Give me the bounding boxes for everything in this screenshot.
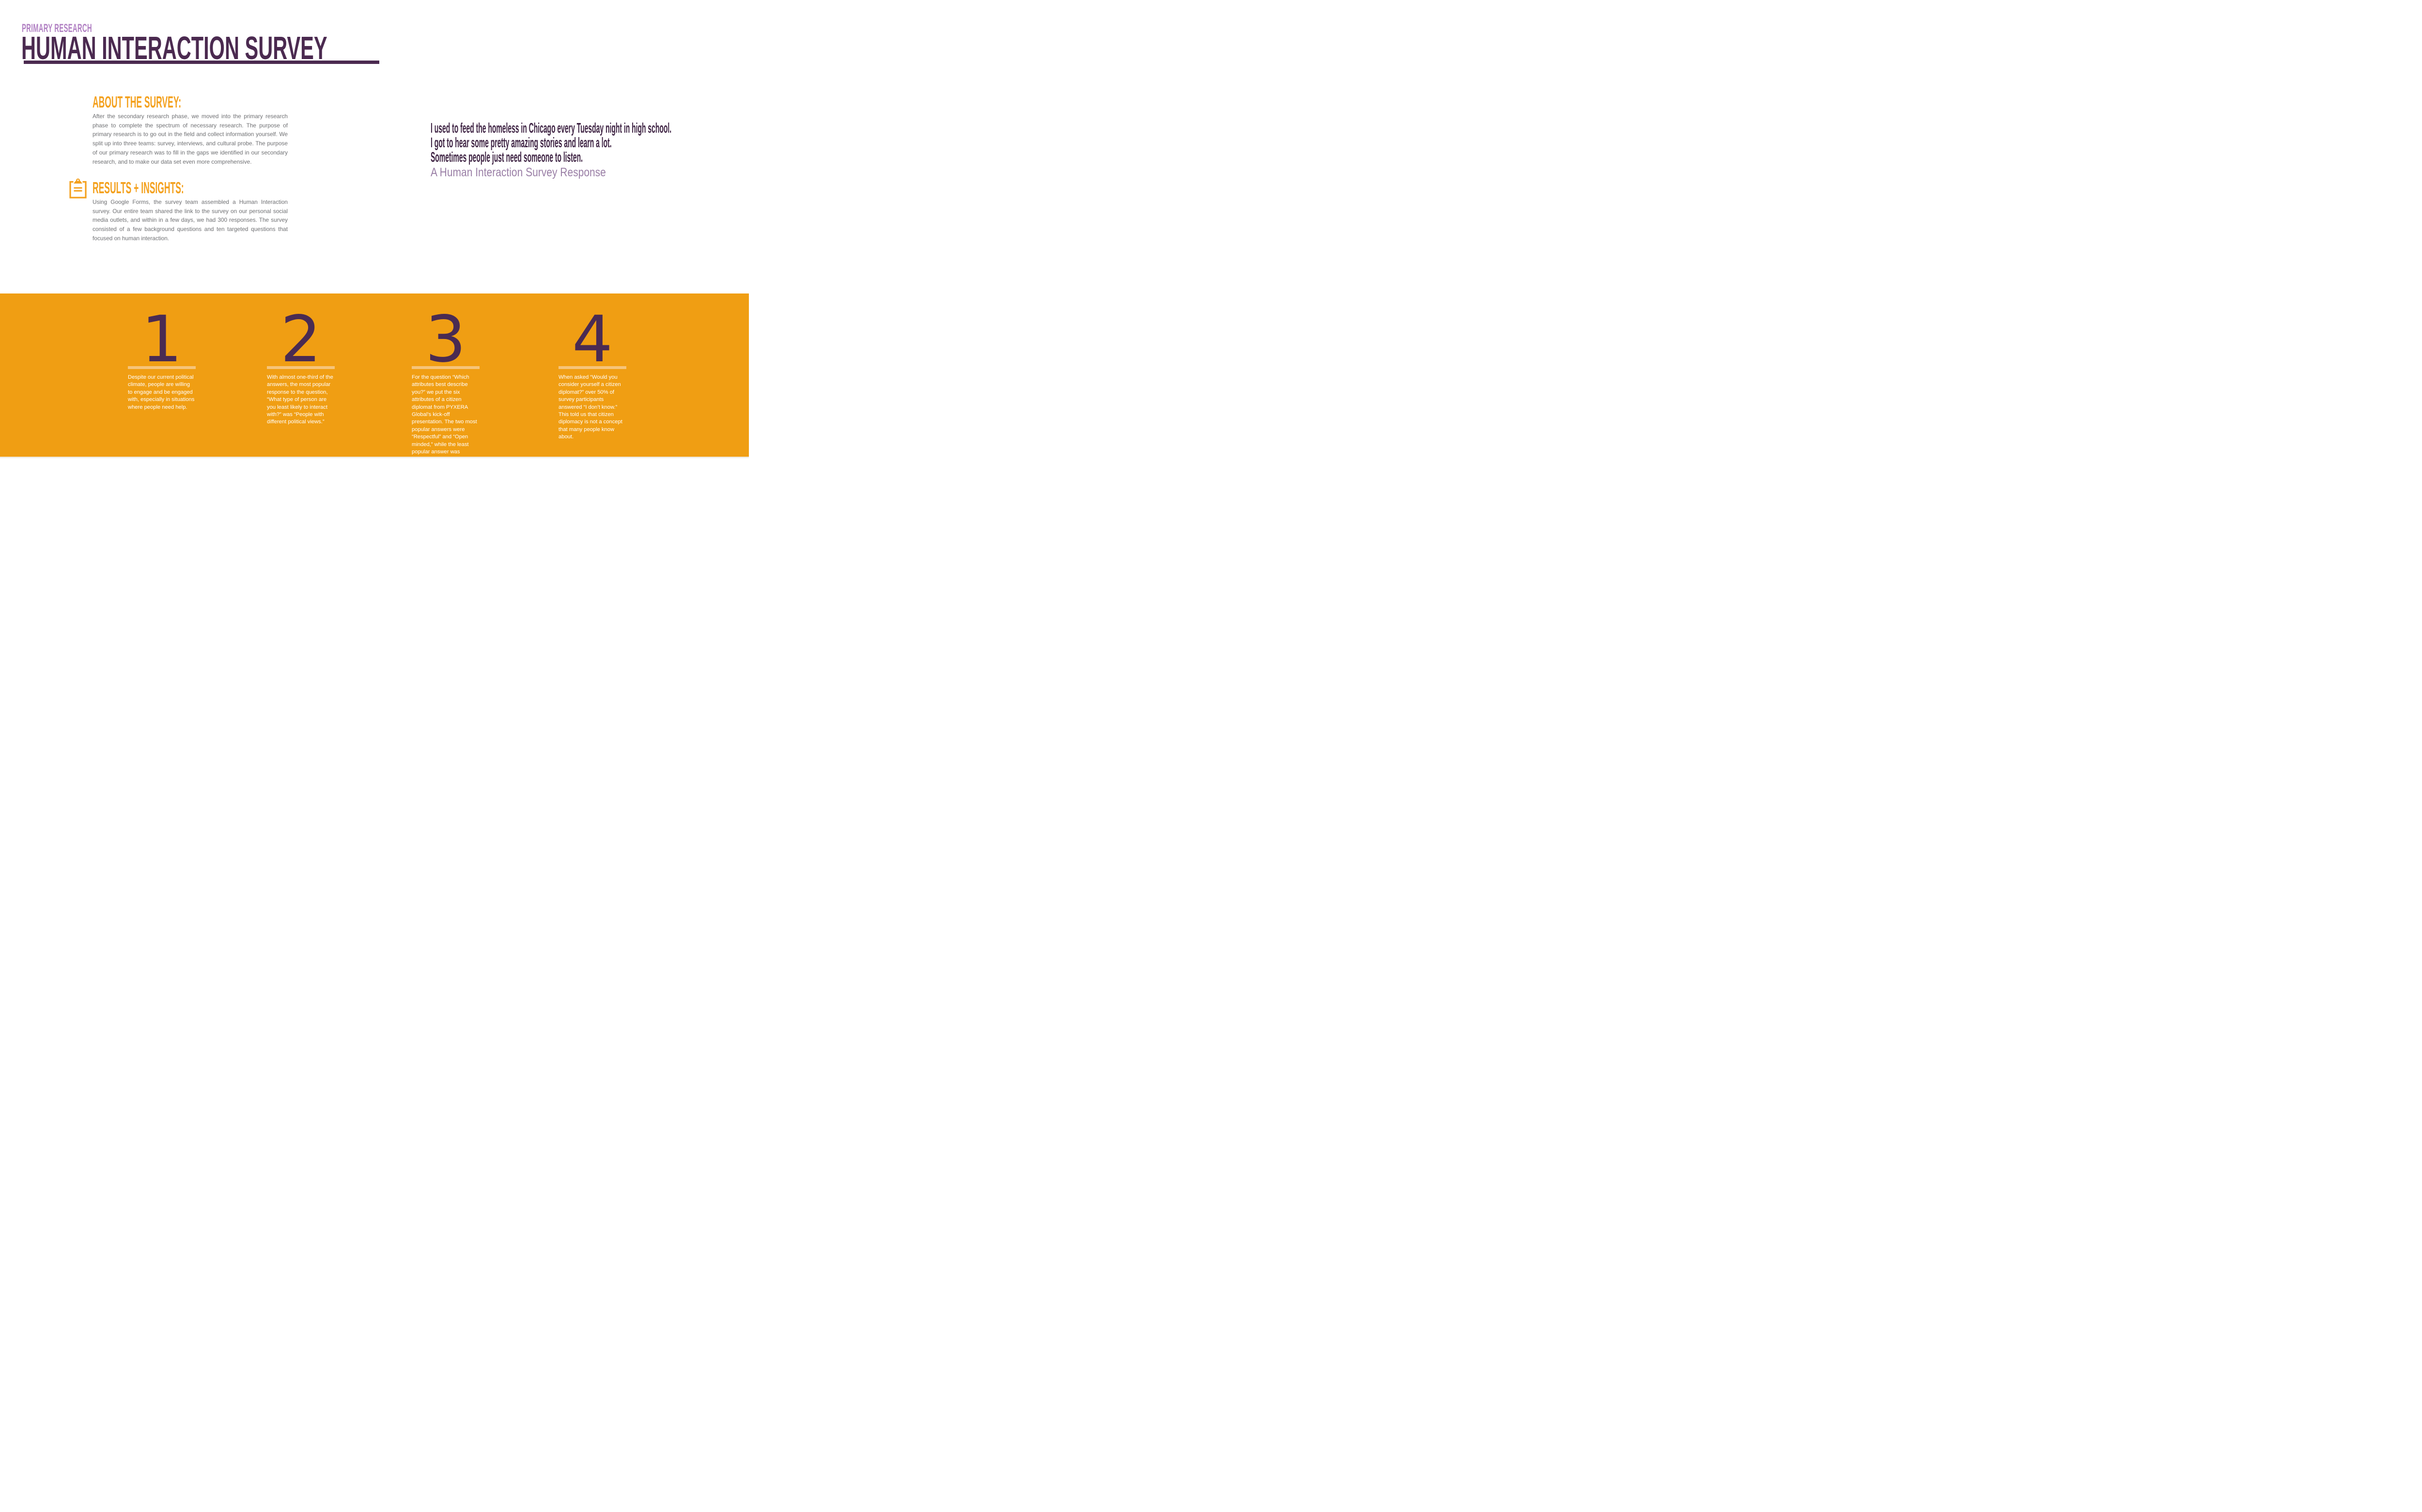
insight-column-3: 3 For the question “Which attributes bes… [412, 293, 480, 458]
insight-divider [128, 366, 196, 369]
eyebrow-label: PRIMARY RESEARCH [22, 22, 92, 35]
insight-text: When asked “Would you consider yourself … [559, 374, 622, 440]
quote-attribution: A Human Interaction Survey Response [431, 166, 606, 179]
about-body: After the secondary research phase, we m… [93, 113, 288, 165]
page-title: HUMAN INTERACTION SURVEY [21, 30, 327, 66]
insight-column-2: 2 With almost one-third of the answers, … [267, 293, 335, 457]
insights-band: 1 Despite our current political climate,… [0, 293, 749, 458]
about-heading: ABOUT THE SURVEY: [93, 93, 182, 111]
insight-text: For the question “Which attributes best … [412, 374, 477, 458]
title-underline [24, 61, 379, 64]
results-heading: RESULTS + INSIGHTS: [93, 179, 184, 197]
insight-column-4: 4 When asked “Would you consider yoursel… [559, 293, 626, 457]
insight-divider [267, 366, 335, 369]
insight-number: 1 [141, 302, 182, 377]
insight-number: 3 [425, 302, 466, 377]
insight-divider [412, 366, 480, 369]
quote-line: I used to feed the homeless in Chicago e… [431, 121, 672, 136]
clipboard-icon [69, 178, 87, 199]
quote-line: Sometimes people just need someone to li… [431, 150, 583, 165]
insight-text: With almost one-third of the answers, th… [267, 374, 333, 425]
insight-number: 2 [280, 302, 321, 377]
insight-divider [559, 366, 626, 369]
survey-report-page: PRIMARY RESEARCH HUMAN INTERACTION SURVE… [0, 0, 749, 458]
results-body: Using Google Forms, the survey team asse… [93, 199, 288, 242]
quote-line: I got to hear some pretty amazing storie… [431, 135, 612, 151]
insight-number: 4 [572, 302, 613, 377]
insight-text: Despite our current political climate, p… [128, 374, 195, 410]
insight-column-1: 1 Despite our current political climate,… [128, 293, 196, 457]
page-bottom-strip [0, 457, 749, 458]
